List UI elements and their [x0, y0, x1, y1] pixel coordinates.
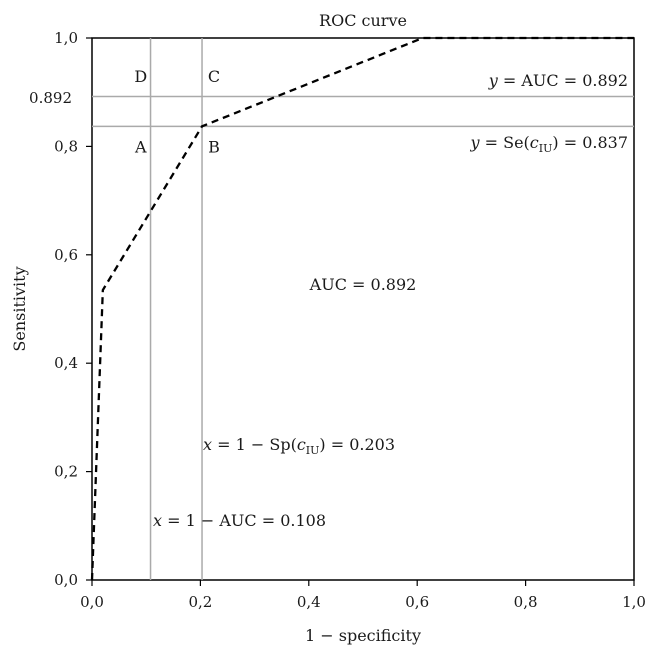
reference-line-labels: x = 1 − AUC = 0.108 x = 1 − Sp(cIU) = 0.2… — [153, 71, 628, 530]
vertical-reference-label: x = 1 − AUC = 0.108 — [153, 511, 326, 530]
corner-label-a: A — [134, 137, 147, 156]
reference-lines — [92, 38, 634, 580]
y-tick-label: 0,0 — [54, 571, 78, 589]
x-axis-label: 1 − specificity — [305, 626, 421, 645]
y-tick-label-extra: 0.892 — [29, 89, 72, 107]
horizontal-reference-label: y = AUC = 0.892 — [488, 71, 628, 90]
horizontal-reference-label: y = Se(cIU) = 0.837 — [469, 133, 628, 155]
x-axis-ticks: 0,0 0,2 0,4 0,6 0,8 1,0 — [80, 580, 646, 611]
x-tick-label: 0,2 — [188, 593, 212, 611]
y-axis-ticks: 0,0 0,2 0,4 0,6 0,8 1,0 — [54, 29, 92, 589]
annotations: AUC = 0.892 — [309, 275, 417, 294]
chart-title: ROC curve — [319, 11, 407, 30]
auc-annotation: AUC = 0.892 — [309, 275, 417, 294]
y-tick-label: 0,2 — [54, 463, 78, 481]
vertical-reference-label: x = 1 − Sp(cIU) = 0.203 — [203, 435, 395, 457]
corner-label-d: D — [134, 67, 147, 86]
x-tick-label: 0,4 — [297, 593, 321, 611]
region-corner-labels: D C A B — [134, 67, 220, 156]
corner-label-c: C — [208, 67, 220, 86]
y-tick-label: 0,6 — [54, 246, 78, 264]
x-tick-label: 0,0 — [80, 593, 104, 611]
roc-curve-line — [90, 36, 634, 581]
x-tick-label: 0,8 — [514, 593, 538, 611]
y-axis-label: Sensitivity — [10, 266, 29, 351]
series-group — [90, 36, 634, 581]
y-tick-label: 0,4 — [54, 354, 78, 372]
x-tick-label: 1,0 — [622, 593, 646, 611]
x-tick-label: 0,6 — [405, 593, 429, 611]
y-tick-label: 1,0 — [54, 29, 78, 47]
plot-frame — [91, 37, 635, 581]
y-tick-label: 0,8 — [54, 137, 78, 155]
corner-label-b: B — [208, 137, 220, 156]
